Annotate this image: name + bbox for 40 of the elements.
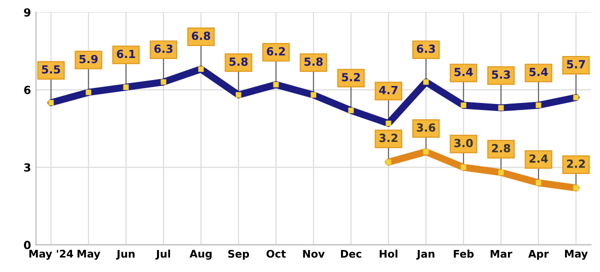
data-label: 6.1	[116, 50, 136, 58]
data-label: 5.5	[42, 65, 60, 74]
x-tick-label: Jan	[416, 250, 434, 260]
data-label: 2.8	[492, 144, 510, 152]
x-tick-label: Hol	[380, 250, 398, 258]
data-label: 5.4	[530, 68, 548, 76]
data-label: 5.9	[80, 54, 98, 64]
data-label: 5.3	[492, 70, 510, 79]
y-tick-label: 3	[24, 163, 30, 172]
data-label: 5.8	[230, 57, 248, 66]
x-tick-label: May '24	[29, 250, 74, 260]
x-tick-label: May	[78, 250, 100, 260]
x-tick-label: Nov	[303, 250, 325, 258]
x-tick-label: Sep	[228, 250, 250, 260]
x-tick-label: Jul	[155, 250, 170, 260]
data-label: 3.0	[454, 138, 473, 148]
data-label: 6.3	[154, 44, 172, 53]
data-label: 6.2	[266, 47, 285, 56]
data-label: 3.6	[416, 123, 436, 132]
x-tick-label: Feb	[454, 250, 474, 258]
data-label: 4.7	[379, 86, 398, 94]
x-tick-label: Apr	[528, 250, 549, 260]
data-label: 6.8	[192, 32, 210, 40]
data-label: 2.2	[567, 160, 585, 168]
data-label: 5.2	[342, 72, 360, 82]
data-label: 3.2	[379, 134, 398, 142]
y-tick-label: 0	[24, 240, 31, 250]
y-tick-label: 6	[24, 86, 31, 94]
data-label: 6.3	[416, 44, 435, 53]
data-label: 5.4	[454, 68, 473, 76]
data-label: 5.8	[304, 57, 323, 66]
x-tick-label: Aug	[190, 250, 212, 260]
x-tick-label: May	[565, 250, 588, 260]
x-tick-label: Oct	[266, 250, 286, 258]
y-tick-label: 9	[24, 8, 30, 17]
data-label: 2.4	[530, 154, 548, 163]
x-tick-label: Mar	[490, 250, 512, 258]
x-tick-label: Dec	[341, 250, 362, 258]
data-label: 5.7	[567, 60, 585, 68]
x-tick-label: Jun	[116, 250, 135, 260]
